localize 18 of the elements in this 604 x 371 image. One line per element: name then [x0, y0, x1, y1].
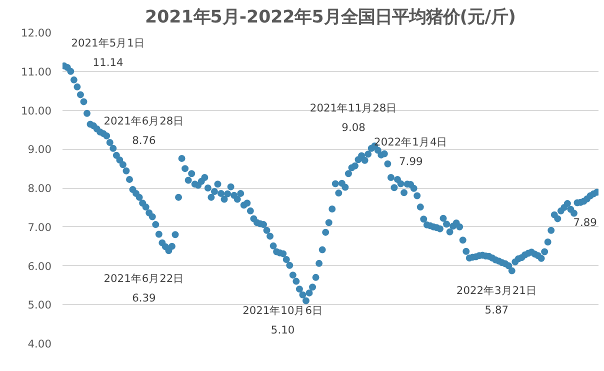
annotation: 2021年6月22日 6.39: [104, 272, 184, 305]
annotation: 7.89: [573, 216, 598, 230]
y-tick-label: 6.00: [28, 260, 52, 273]
chart-title: 2021年5月-2022年5月全国日平均猪价(元/斤): [145, 8, 516, 28]
y-tick-label: 11.00: [20, 65, 52, 78]
annotation: 2021年10月6日 5.10: [242, 304, 324, 336]
y-tick-label: 12.00: [20, 26, 52, 40]
annotation: 2021年5月1日 11.14: [71, 36, 145, 69]
y-tick-label: 10.00: [20, 104, 52, 118]
annotation: 2022年3月21日 5.87: [456, 284, 537, 317]
annotation: 2021年11月28日 9.08: [310, 101, 398, 134]
y-tick-label: 4.00: [28, 338, 52, 350]
y-tick-label: 5.00: [28, 298, 52, 312]
y-tick-label: 8.00: [28, 182, 52, 195]
y-tick-label: 7.00: [28, 220, 52, 234]
y-tick-label: 9.00: [28, 143, 52, 156]
annotation: 2021年6月28日 8.76: [104, 114, 184, 148]
annotation: 2022年1月4日 7.99: [374, 135, 448, 168]
